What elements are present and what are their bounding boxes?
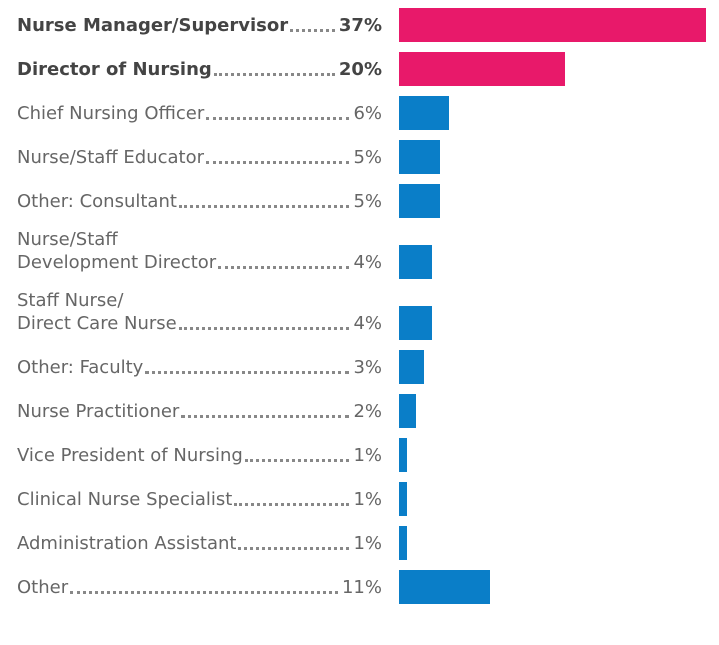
value-label: 1%: [353, 533, 382, 554]
row-label: Director of Nursing 20%: [17, 58, 382, 86]
value-label: 1%: [353, 445, 382, 466]
value-label: 11%: [341, 577, 382, 598]
value-label: 6%: [353, 103, 382, 124]
row-label: Staff Nurse/ Direct Care Nurse 4%: [17, 289, 382, 340]
value-label: 5%: [353, 191, 382, 212]
category-label: Administration Assistant: [17, 533, 237, 554]
bar-row: Chief Nursing Officer 6%: [0, 91, 719, 135]
bar: [399, 245, 433, 279]
row-label: Nurse Practitioner 2%: [17, 400, 382, 428]
value-label: 1%: [353, 489, 382, 510]
bar-row: Director of Nursing 20%: [0, 47, 719, 91]
row-label: Other 11%: [17, 576, 382, 604]
row-label: Vice President of Nursing 1%: [17, 444, 382, 472]
value-label: 2%: [353, 401, 382, 422]
category-label: Other: Consultant: [17, 191, 177, 212]
category-label: Other: Faculty: [17, 357, 144, 378]
bar: [399, 394, 416, 428]
row-label: Nurse/Staff Educator 5%: [17, 146, 382, 174]
category-label: Chief Nursing Officer: [17, 103, 205, 124]
bar: [399, 306, 433, 340]
category-label: Vice President of Nursing: [17, 445, 243, 466]
row-label: Clinical Nurse Specialist 1%: [17, 488, 382, 516]
bar-row: Nurse/Staff Educator 5%: [0, 135, 719, 179]
value-label: 4%: [353, 313, 382, 334]
dot-leader: [145, 371, 350, 374]
value-label: 4%: [353, 252, 382, 273]
row-label: Administration Assistant 1%: [17, 532, 382, 560]
row-label: Nurse Manager/Supervisor 37%: [17, 14, 382, 42]
category-label: Other: [17, 577, 69, 598]
category-label: Clinical Nurse Specialist: [17, 489, 233, 510]
bar: [399, 96, 449, 130]
bar: [399, 184, 441, 218]
bar-row: Administration Assistant 1%: [0, 521, 719, 565]
dot-leader: [213, 73, 335, 76]
bar-row: Staff Nurse/ Direct Care Nurse 4%: [0, 284, 719, 345]
value-label: 20%: [338, 59, 382, 80]
bar-row: Other: Consultant 5%: [0, 179, 719, 223]
category-label: Nurse/Staff Educator: [17, 147, 205, 168]
dot-leader: [218, 266, 350, 269]
dot-leader: [181, 415, 350, 418]
bar: [399, 52, 565, 86]
bar: [399, 526, 408, 560]
category-label: Nurse/Staff Development Director: [17, 229, 217, 273]
category-label: Director of Nursing: [17, 59, 212, 80]
value-label: 3%: [353, 357, 382, 378]
bar-row: Other 11%: [0, 565, 719, 609]
dot-leader: [238, 547, 350, 550]
dot-leader: [70, 591, 338, 594]
bar: [399, 438, 408, 472]
dot-leader: [206, 117, 350, 120]
bar-row: Other: Faculty 3%: [0, 345, 719, 389]
row-label: Chief Nursing Officer 6%: [17, 102, 382, 130]
row-label: Other: Faculty 3%: [17, 356, 382, 384]
bar-row: Nurse Practitioner 2%: [0, 389, 719, 433]
bar: [399, 482, 408, 516]
row-label: Nurse/Staff Development Director 4%: [17, 228, 382, 279]
dot-leader: [244, 459, 350, 462]
bar: [399, 140, 441, 174]
bar: [399, 8, 706, 42]
dot-leader: [178, 205, 350, 208]
row-label: Other: Consultant 5%: [17, 190, 382, 218]
dot-leader: [290, 29, 335, 32]
bar-row: Nurse Manager/Supervisor 37%: [0, 3, 719, 47]
value-label: 5%: [353, 147, 382, 168]
category-label: Staff Nurse/ Direct Care Nurse: [17, 290, 177, 334]
bar-row: Nurse/Staff Development Director 4%: [0, 223, 719, 284]
bar: [399, 570, 491, 604]
bar: [399, 350, 424, 384]
category-label: Nurse Practitioner: [17, 401, 180, 422]
bar-row: Clinical Nurse Specialist 1%: [0, 477, 719, 521]
dot-leader: [234, 503, 350, 506]
value-label: 37%: [338, 15, 382, 36]
category-label: Nurse Manager/Supervisor: [17, 15, 289, 36]
bar-row: Vice President of Nursing 1%: [0, 433, 719, 477]
dot-leader: [178, 327, 350, 330]
dot-leader: [206, 161, 350, 164]
